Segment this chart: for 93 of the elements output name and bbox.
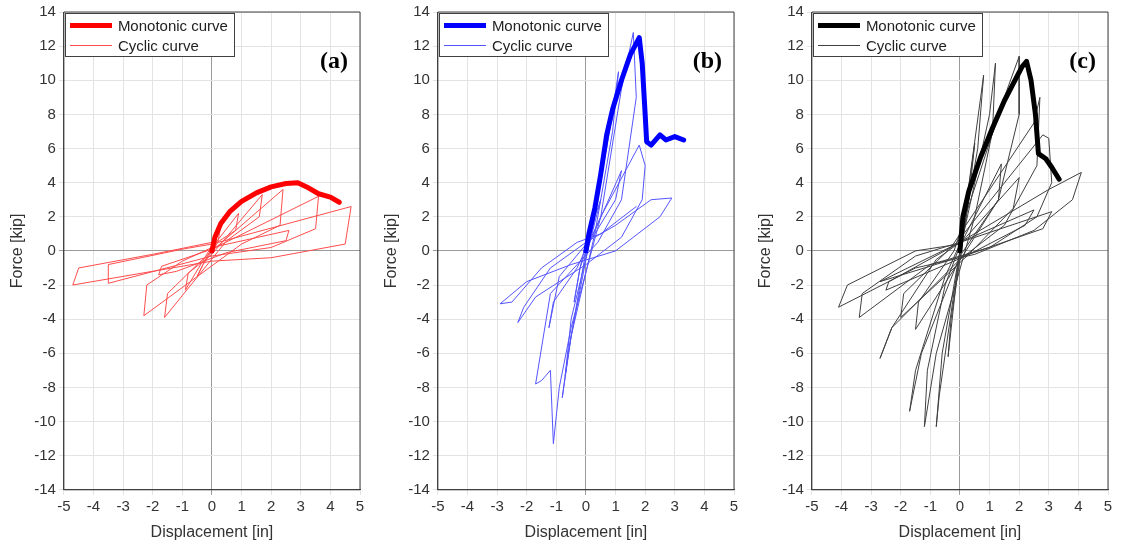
x-tick-label: -1 xyxy=(923,496,937,514)
legend-label: Monotonic curve xyxy=(117,16,228,34)
x-tick-label: -3 xyxy=(116,496,130,514)
legend-label: Monotonic curve xyxy=(865,16,976,34)
x-tick-label: -3 xyxy=(864,496,878,514)
y-tick-label: 2 xyxy=(47,206,56,224)
x-tick-label: -5 xyxy=(805,496,819,514)
x-tick-label: 2 xyxy=(640,496,650,514)
y-tick-label: 12 xyxy=(39,36,56,54)
x-tick-label: 5 xyxy=(729,496,739,514)
legend-label: Cyclic curve xyxy=(491,36,573,54)
y-tick-label: 6 xyxy=(421,138,430,156)
y-tick-label: -12 xyxy=(408,445,430,463)
y-tick-label: -14 xyxy=(34,479,56,497)
annotation: (c) xyxy=(1069,47,1096,74)
x-tick-label: 3 xyxy=(670,496,679,514)
y-tick-label: -12 xyxy=(34,445,56,463)
y-tick-label: 4 xyxy=(47,172,56,190)
x-tick-label: 0 xyxy=(955,496,965,514)
y-tick-label: -12 xyxy=(782,445,804,463)
y-tick-label: 4 xyxy=(795,172,804,190)
x-tick-label: 1 xyxy=(611,496,620,514)
y-tick-label: -6 xyxy=(416,343,430,361)
x-tick-label: 1 xyxy=(237,496,246,514)
x-tick-label: 4 xyxy=(700,496,709,514)
x-tick-label: 3 xyxy=(1044,496,1053,514)
y-tick-label: 2 xyxy=(795,206,804,224)
y-tick-label: 6 xyxy=(47,138,56,156)
annotation: (b) xyxy=(692,47,722,74)
legend-label: Cyclic curve xyxy=(865,36,947,54)
x-tick-label: 5 xyxy=(1103,496,1113,514)
y-tick-label: 0 xyxy=(47,241,56,259)
y-tick-label: -4 xyxy=(416,309,430,327)
x-tick-label: 4 xyxy=(1074,496,1083,514)
x-tick-label: -2 xyxy=(146,496,160,514)
y-tick-label: 8 xyxy=(795,104,804,122)
y-tick-label: -8 xyxy=(790,377,804,395)
y-tick-label: -2 xyxy=(416,275,430,293)
y-tick-label: 10 xyxy=(413,70,430,88)
x-tick-label: 0 xyxy=(207,496,217,514)
y-tick-label: -14 xyxy=(782,479,804,497)
x-tick-label: 1 xyxy=(985,496,994,514)
y-tick-label: 8 xyxy=(47,104,56,122)
y-tick-label: -10 xyxy=(408,411,430,429)
x-tick-label: -3 xyxy=(490,496,504,514)
y-tick-label: -10 xyxy=(782,411,804,429)
y-tick-label: -10 xyxy=(34,411,56,429)
y-axis-title: Force [kip] xyxy=(8,213,26,289)
x-tick-label: 0 xyxy=(581,496,591,514)
x-tick-label: -5 xyxy=(57,496,71,514)
x-axis-title: Displacement [in] xyxy=(524,522,648,540)
annotation: (a) xyxy=(320,47,348,74)
y-tick-label: 2 xyxy=(421,206,430,224)
y-tick-label: -2 xyxy=(790,275,804,293)
y-tick-label: 0 xyxy=(421,241,430,259)
x-tick-label: -2 xyxy=(520,496,534,514)
y-axis-title: Force [kip] xyxy=(382,213,400,289)
y-tick-label: 6 xyxy=(795,138,804,156)
x-tick-label: 2 xyxy=(1014,496,1024,514)
x-tick-label: -4 xyxy=(460,496,475,514)
x-axis-title: Displacement [in] xyxy=(150,522,274,540)
y-tick-label: 4 xyxy=(421,172,430,190)
y-axis-title: Force [kip] xyxy=(756,213,774,289)
y-tick-label: 14 xyxy=(413,2,430,20)
y-tick-label: -8 xyxy=(416,377,430,395)
y-tick-label: -8 xyxy=(42,377,56,395)
y-tick-label: -6 xyxy=(42,343,56,361)
x-tick-label: 3 xyxy=(296,496,305,514)
y-tick-label: 10 xyxy=(39,70,56,88)
y-tick-label: 8 xyxy=(421,104,430,122)
y-tick-label: 10 xyxy=(787,70,804,88)
y-tick-label: 12 xyxy=(413,36,430,54)
x-tick-label: 5 xyxy=(355,496,365,514)
x-axis-title: Displacement [in] xyxy=(898,522,1022,540)
legend-label: Cyclic curve xyxy=(117,36,199,54)
y-tick-label: 14 xyxy=(39,2,56,20)
x-tick-label: -1 xyxy=(175,496,189,514)
x-tick-label: 2 xyxy=(266,496,276,514)
y-tick-label: 0 xyxy=(795,241,804,259)
y-tick-label: 12 xyxy=(787,36,804,54)
x-tick-label: -5 xyxy=(431,496,445,514)
x-tick-label: -4 xyxy=(86,496,101,514)
x-tick-label: -2 xyxy=(894,496,908,514)
x-tick-label: 4 xyxy=(326,496,335,514)
y-tick-label: -14 xyxy=(408,479,430,497)
y-tick-label: -4 xyxy=(790,309,804,327)
y-tick-label: -4 xyxy=(42,309,56,327)
y-tick-label: -6 xyxy=(790,343,804,361)
x-tick-label: -4 xyxy=(834,496,849,514)
x-tick-label: -1 xyxy=(549,496,563,514)
y-tick-label: 14 xyxy=(787,2,804,20)
y-tick-label: -2 xyxy=(42,275,56,293)
legend-label: Monotonic curve xyxy=(491,16,602,34)
